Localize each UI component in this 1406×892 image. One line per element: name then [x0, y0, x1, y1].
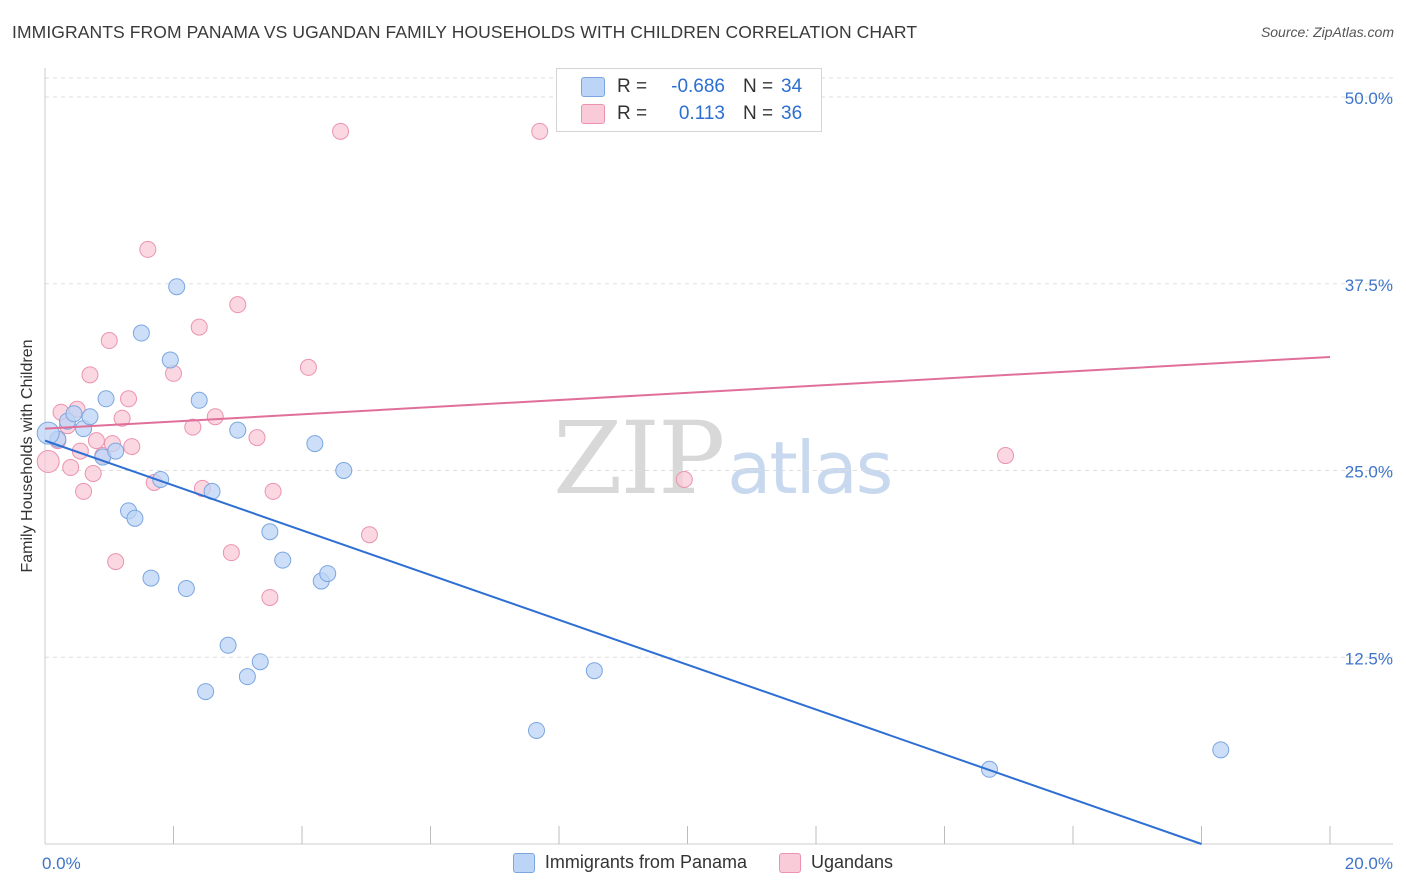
- n-value: 34: [781, 76, 803, 97]
- ugandans-point: [222, 544, 240, 562]
- panama-point: [306, 435, 324, 453]
- ugandans-point: [531, 122, 549, 140]
- panama-point: [107, 442, 125, 460]
- panama-points: [36, 278, 1230, 778]
- y-tick-label: 25.0%: [1345, 463, 1393, 482]
- ugandans-trend-line: [44, 355, 1331, 430]
- y-tick-label: 50.0%: [1345, 89, 1393, 108]
- panama-point: [197, 683, 215, 701]
- r-label: R =: [617, 76, 648, 97]
- ugandans-point: [113, 409, 131, 427]
- panama-point: [251, 653, 269, 671]
- panama-point: [190, 391, 208, 409]
- x-tick-label: 20.0%: [1345, 854, 1393, 873]
- panama-point: [238, 668, 256, 686]
- panama-point: [81, 408, 99, 426]
- panama-point: [177, 580, 195, 598]
- panama-point: [126, 509, 144, 527]
- ugandans-point: [81, 366, 99, 384]
- legend-item-panama[interactable]: Immigrants from Panama: [512, 852, 747, 873]
- ugandans-point: [84, 464, 102, 482]
- ugandans-point: [75, 482, 93, 500]
- ugandans-point: [87, 432, 105, 450]
- r-value: -0.686: [671, 76, 725, 97]
- watermark-atlas: atlas: [727, 426, 893, 510]
- n-value: 36: [781, 103, 803, 124]
- r-value: 0.113: [678, 103, 725, 124]
- gridlines: [45, 77, 1393, 658]
- source-label: Source: ZipAtlas.com: [1260, 24, 1394, 40]
- panama-point: [585, 662, 603, 680]
- panama-point: [335, 462, 353, 479]
- panama-point: [142, 569, 160, 587]
- y-tick-label: 12.5%: [1345, 649, 1393, 668]
- n-label: N =: [743, 103, 774, 124]
- axes: [44, 68, 1393, 845]
- panama-point: [319, 565, 337, 583]
- ugandans-point: [62, 459, 80, 477]
- ugandans-point: [264, 482, 282, 500]
- panama-trend-line: [44, 439, 1202, 845]
- legend-label-ugandans: Ugandans: [810, 852, 894, 872]
- panama-point: [261, 523, 279, 541]
- r-label: R =: [617, 103, 648, 124]
- legend-label-panama: Immigrants from Panama: [544, 852, 747, 872]
- ugandans-point: [190, 318, 208, 336]
- legend-item-ugandans[interactable]: Ugandans: [778, 852, 894, 873]
- panama-point: [152, 470, 170, 488]
- ugandans-point: [206, 408, 224, 426]
- ugandans-point: [675, 470, 693, 488]
- ugandans-point: [120, 390, 138, 408]
- panama-swatch: [581, 77, 605, 97]
- ugandans-point: [184, 418, 202, 436]
- panama-point: [528, 721, 546, 739]
- ugandans-point: [36, 450, 60, 474]
- panama-point: [168, 278, 186, 296]
- panama-point: [274, 551, 292, 569]
- ugandans-point: [248, 429, 266, 447]
- ticks: 12.5% 25.0% 37.5% 50.0% 0.0% 20.0%: [42, 89, 1393, 873]
- ugandans-legend-swatch: [778, 852, 801, 873]
- panama-legend-swatch: [512, 852, 535, 873]
- ugandans-point: [123, 438, 141, 456]
- panama-point: [1212, 741, 1230, 759]
- panama-point: [219, 636, 237, 654]
- ugandans-point: [229, 296, 247, 314]
- ugandans-point: [360, 526, 378, 544]
- series-legend: Immigrants from Panama Ugandans: [0, 852, 1406, 873]
- y-tick-label: 37.5%: [1345, 276, 1393, 295]
- ugandans-point: [997, 447, 1015, 465]
- ugandans-point: [100, 332, 118, 350]
- ugandans-point: [139, 240, 157, 258]
- watermark: ZIPatlas: [553, 400, 893, 517]
- panama-point: [132, 324, 150, 342]
- panama-point: [229, 421, 247, 439]
- x-tick-label: 0.0%: [42, 854, 81, 873]
- correlation-legend: R = -0.686 N = 34 R = 0.113 N = 36: [556, 68, 822, 132]
- legend-row-panama: R = -0.686 N = 34: [581, 74, 802, 100]
- ugandans-point: [299, 358, 317, 376]
- ugandans-point: [261, 588, 279, 606]
- n-label: N =: [743, 76, 774, 97]
- chart-title: IMMIGRANTS FROM PANAMA VS UGANDAN FAMILY…: [12, 22, 918, 42]
- panama-point: [97, 390, 115, 408]
- watermark-zip: ZIP: [553, 400, 725, 517]
- legend-row-ugandans: R = 0.113 N = 36: [581, 101, 802, 127]
- ugandans-point: [332, 122, 350, 140]
- ugandans-points: [36, 122, 1015, 606]
- ugandans-swatch: [581, 104, 605, 124]
- panama-point: [65, 405, 83, 423]
- ugandans-point: [107, 553, 125, 571]
- panama-point: [161, 351, 179, 369]
- trend-lines: [44, 355, 1331, 845]
